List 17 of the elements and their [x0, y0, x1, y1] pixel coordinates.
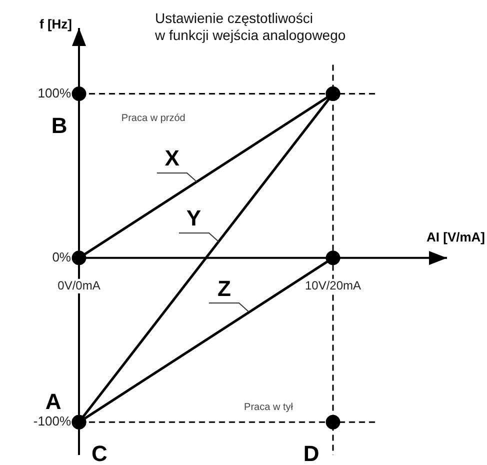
- x-tick-label: 0V/0mA: [58, 278, 100, 292]
- series-label: X: [164, 146, 180, 171]
- annotation: D: [303, 441, 320, 465]
- series-label: Z: [217, 276, 231, 302]
- y-axis-title: f [Hz]: [40, 16, 72, 32]
- y-tick-label: 100%: [38, 85, 72, 100]
- series-label: Y: [186, 206, 202, 231]
- text: A: [45, 388, 62, 414]
- x-tick-label: 10V/20mA: [304, 278, 362, 292]
- annotation: Praca w przód: [121, 112, 186, 124]
- chart-title: Ustawienie częstotliwości w funkcji wejścia analogowego: [155, 10, 346, 44]
- annotation: Praca w tył: [244, 402, 294, 413]
- annotation: C: [91, 441, 108, 465]
- x-axis-title: AI [V/mA]: [426, 230, 485, 244]
- y-tick-label: 0%: [52, 250, 72, 264]
- y-tick-label: -100%: [33, 414, 72, 429]
- text: B: [51, 113, 68, 138]
